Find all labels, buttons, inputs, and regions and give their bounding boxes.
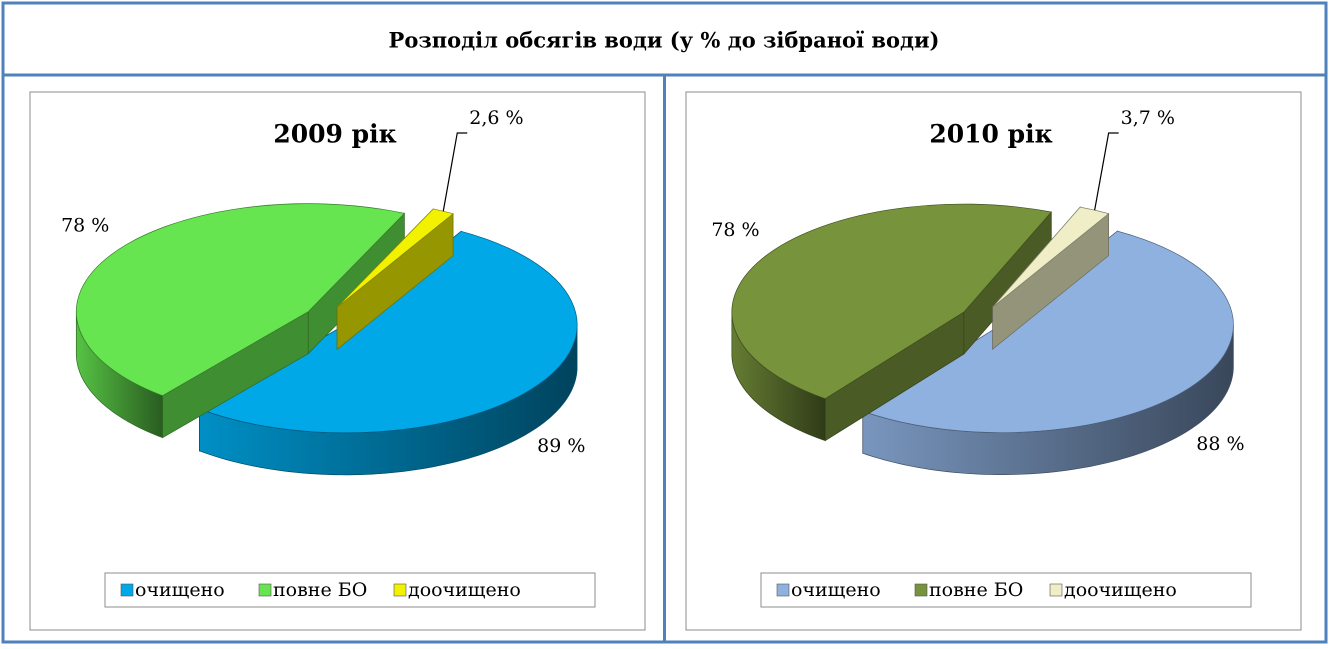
slice-top — [861, 230, 1234, 433]
legend-box — [760, 572, 1252, 608]
chart-title: 2010 рік — [929, 120, 1052, 149]
legend-label: доочищено — [1064, 579, 1177, 601]
chart-title: 2009 рік — [273, 120, 396, 149]
pie-slice — [75, 203, 406, 439]
data-label: 3,7 % — [1121, 107, 1175, 129]
pie-slice — [731, 203, 1052, 442]
legend-label: очищено — [791, 579, 881, 601]
data-label: 78 % — [711, 219, 759, 241]
legend-label: очищено — [135, 579, 225, 601]
slice-top — [75, 203, 406, 397]
pie-slice — [992, 206, 1110, 351]
legend-swatch — [914, 583, 928, 597]
data-label: 89 % — [537, 435, 585, 457]
slice-top — [198, 230, 578, 434]
leader-line — [442, 132, 468, 212]
pie-slice — [336, 208, 454, 351]
page-title: Розподіл обсягів води (у % до зібраної в… — [389, 28, 940, 53]
slice-top — [731, 203, 1052, 400]
legend-swatch — [393, 583, 407, 597]
data-label: 2,6 % — [469, 107, 523, 129]
pie-panel: 2009 рік 89 % 78 % 2,6 % очищено повне БО дооч… — [29, 91, 646, 631]
legend-label: повне БО — [929, 579, 1023, 601]
data-label: 78 % — [61, 214, 109, 236]
legend-swatch — [1049, 583, 1063, 597]
legend-box — [104, 572, 596, 608]
legend-label: доочищено — [408, 579, 521, 601]
legend-label: повне БО — [273, 579, 367, 601]
legend-swatch — [776, 583, 790, 597]
pie-panel: 2010 рік 88 % 78 % 3,7 % очищено повне БО дооч… — [685, 91, 1302, 631]
legend-swatch — [120, 583, 134, 597]
leader-line — [1094, 132, 1119, 211]
legend-swatch — [258, 583, 272, 597]
data-label: 88 % — [1196, 433, 1244, 455]
